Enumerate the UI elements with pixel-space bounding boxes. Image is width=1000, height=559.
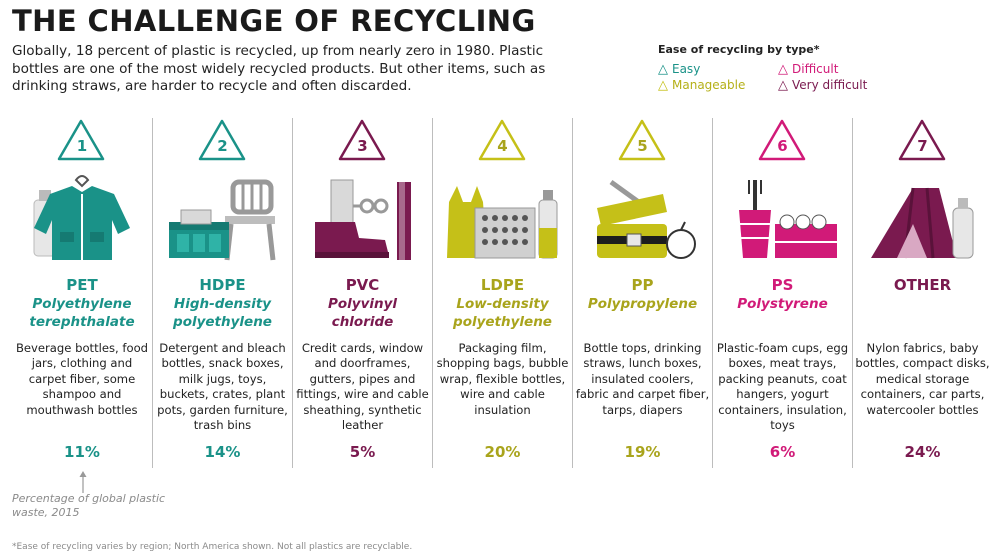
plastic-code: LDPE <box>480 276 525 294</box>
legend-item-manageable: △ Manageable <box>658 78 778 92</box>
plastic-code: HDPE <box>199 276 246 294</box>
legend-item-difficult: △ Difficult <box>778 62 938 76</box>
plastic-percent: 5% <box>349 443 376 461</box>
lunchbox-and-straw-icon <box>581 172 705 262</box>
resin-code-number: 5 <box>637 137 648 155</box>
tent-and-bottle-icon <box>861 172 985 262</box>
plastic-code: PP <box>631 276 654 294</box>
intro-text: Globally, 18 percent of plastic is recyc… <box>12 43 546 94</box>
plastic-column-pp: 5 PP Polypropylene Bottle tops, drinking… <box>572 118 712 468</box>
resin-code-number: 4 <box>497 137 508 155</box>
resin-code-number: 2 <box>217 137 228 155</box>
recycling-triangle-icon <box>197 118 247 162</box>
chair-and-crate-icon <box>161 172 285 262</box>
plastic-percent: 20% <box>484 443 521 461</box>
recycling-triangle-icon <box>477 118 527 162</box>
plastic-percent: 11% <box>64 443 100 461</box>
triangle-outline-icon: △ <box>658 77 668 93</box>
plastic-column-pvc: 3 PVC Polyvinyl chloride Credit cards, w… <box>292 118 432 468</box>
plastic-uses: Bottle tops, drinking straws, lunch boxe… <box>575 341 710 417</box>
legend-item-very-difficult: △ Very difficult <box>778 78 938 92</box>
bag-and-bubblewrap-icon <box>441 172 565 262</box>
plastic-full-name: Polystyrene <box>737 296 828 312</box>
plastic-code: PVC <box>345 276 380 294</box>
plastic-percent: 19% <box>624 443 661 461</box>
cups-and-eggbox-icon <box>721 172 845 262</box>
plastic-uses: Beverage bottles, food jars, clothing an… <box>15 341 149 417</box>
plastic-column-pet: 1 PET Polyethylene terephthalate Beverag… <box>12 118 152 468</box>
legend-label: Manageable <box>672 78 746 92</box>
triangle-outline-icon: △ <box>778 61 788 77</box>
plastic-full-name: Polyethylene terephthalate <box>29 296 135 330</box>
footnote: *Ease of recycling varies by region; Nor… <box>12 542 413 552</box>
recycling-triangle-icon <box>617 118 667 162</box>
plastic-column-hdpe: 2 HDPE High-density polyethylene Deterge… <box>152 118 292 468</box>
legend-label: Easy <box>672 62 701 76</box>
plastic-full-name: Polyvinyl chloride <box>327 296 398 330</box>
plastic-code: PS <box>771 276 794 294</box>
plastic-full-name: High-density polyethylene <box>173 296 272 330</box>
resin-code-number: 3 <box>357 137 368 155</box>
plastic-code: PET <box>66 276 98 294</box>
plastic-percent: 6% <box>769 443 796 461</box>
boot-and-pipe-icon <box>301 172 425 262</box>
resin-code-number: 6 <box>777 137 788 155</box>
plastic-percent: 24% <box>904 443 941 461</box>
triangle-outline-icon: △ <box>658 61 668 77</box>
recycling-triangle-icon <box>757 118 807 162</box>
plastic-uses: Credit cards, window and doorframes, gut… <box>296 341 429 433</box>
jacket-and-bottle-icon <box>20 172 144 262</box>
percent-note: Percentage of global plastic waste, 2015 <box>12 492 166 519</box>
plastic-column-other: 7 OTHER Nylon fabrics, baby bottles, com… <box>852 118 992 468</box>
resin-code-number: 7 <box>917 137 928 155</box>
plastic-column-ps: 6 PS Polystyrene Plastic-foam cups, egg … <box>712 118 852 468</box>
plastic-full-name: Polypropylene <box>587 296 698 312</box>
legend-item-easy: △ Easy <box>658 62 778 76</box>
plastic-percent: 14% <box>204 443 241 461</box>
recycling-triangle-icon <box>337 118 387 162</box>
arrow-up-icon <box>79 471 87 493</box>
plastic-types: 1 PET Polyethylene terephthalate Beverag… <box>12 118 992 468</box>
legend-label: Difficult <box>792 62 839 76</box>
plastic-uses: Packaging film, shopping bags, bubble wr… <box>436 341 569 417</box>
legend-title: Ease of recycling by type* <box>658 43 820 56</box>
page-title: THE CHALLENGE OF RECYCLING <box>12 4 536 38</box>
resin-code-number: 1 <box>76 137 88 155</box>
plastic-code: OTHER <box>893 276 952 294</box>
plastic-uses: Nylon fabrics, baby bottles, compact dis… <box>855 341 990 417</box>
triangle-outline-icon: △ <box>778 77 788 93</box>
plastic-uses: Detergent and bleach bottles, snack boxe… <box>157 341 288 433</box>
legend-label: Very difficult <box>792 78 868 92</box>
recycling-triangle-icon <box>897 118 947 162</box>
legend: Ease of recycling by type* △ Easy △ Diff… <box>658 43 958 92</box>
plastic-full-name: Low-density polyethylene <box>453 296 552 330</box>
plastic-column-ldpe: 4 LDPE Low-density polyethylene Packagin… <box>432 118 572 468</box>
plastic-uses: Plastic-foam cups, egg boxes, meat trays… <box>716 341 849 433</box>
recycling-triangle-icon <box>56 118 106 162</box>
